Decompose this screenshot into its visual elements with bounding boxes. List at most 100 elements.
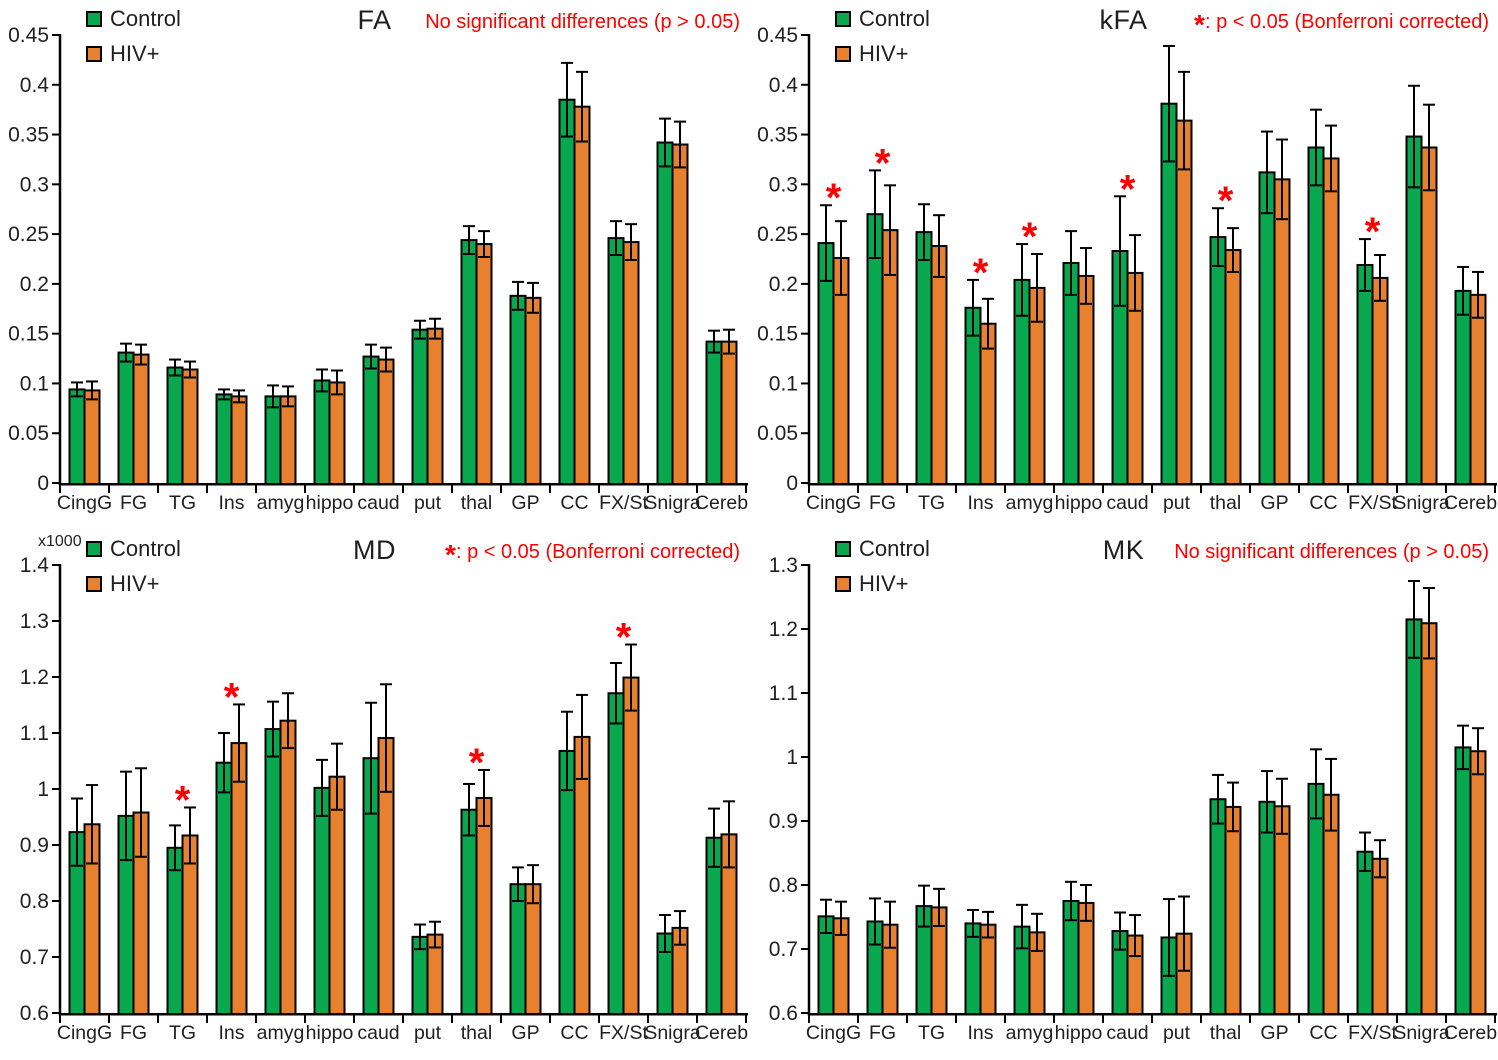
y-tick-label: 0.7 xyxy=(769,938,798,961)
bar-control-Ins xyxy=(215,393,233,486)
legend-label-hiv: HIV+ xyxy=(859,41,909,66)
legend-item-hiv: HIV+ xyxy=(835,43,930,65)
y-tick-label: 0.6 xyxy=(20,1002,49,1025)
significance-annotation: *: p < 0.05 (Bonferroni corrected) xyxy=(1194,9,1489,40)
bar-hiv-thal xyxy=(475,796,493,1015)
bar-hiv-TG xyxy=(181,368,199,485)
bar-hiv-TG xyxy=(930,245,948,485)
y-tick-label: 0 xyxy=(786,472,798,495)
bar-hiv-Cereb xyxy=(720,340,738,485)
y-tick-label: 1.1 xyxy=(20,722,49,745)
legend-label-control: Control xyxy=(110,6,181,31)
x-category-label: TG xyxy=(169,1022,196,1044)
bar-control-Snigra xyxy=(1405,618,1423,1016)
x-category-label: FG xyxy=(869,492,896,514)
significance-asterisk-FG: * xyxy=(875,141,891,185)
x-category-label: put xyxy=(1163,1022,1191,1044)
x-category-label: FX/St xyxy=(1348,1022,1397,1044)
x-category-label: thal xyxy=(461,1022,492,1044)
x-category-label: Cereb xyxy=(1444,492,1497,514)
x-category-label: GP xyxy=(1260,492,1288,514)
y-axis-multiplier: x1000 xyxy=(38,533,82,550)
legend-item-hiv: HIV+ xyxy=(86,573,181,595)
x-category-label: CingG xyxy=(806,1022,861,1044)
y-tick-label: 1.3 xyxy=(20,610,49,633)
bar-hiv-Snigra xyxy=(1420,146,1438,485)
bar-hiv-put xyxy=(426,327,444,486)
x-category-label: Snigra xyxy=(1393,492,1450,514)
bar-control-hippo xyxy=(1062,261,1080,485)
significance-asterisk-FX/St: * xyxy=(1365,210,1381,254)
bar-hiv-Cereb xyxy=(1469,750,1487,1016)
y-tick-label: 0.2 xyxy=(769,273,798,296)
x-category-label: caud xyxy=(357,1022,399,1044)
legend: Control HIV+ xyxy=(86,8,181,65)
bar-control-hippo xyxy=(313,786,331,1015)
x-category-label: put xyxy=(414,1022,442,1044)
control-color-swatch xyxy=(86,541,102,557)
significance-asterisk-Ins: * xyxy=(973,251,989,295)
bar-hiv-Cereb xyxy=(1469,293,1487,485)
x-category-label: FX/St xyxy=(599,492,648,514)
y-tick-label: 1.2 xyxy=(20,666,49,689)
y-tick-label: 0.25 xyxy=(757,223,798,246)
bar-control-caud xyxy=(362,355,380,486)
y-tick-label: 0.4 xyxy=(20,74,50,97)
x-category-label: put xyxy=(1163,492,1191,514)
x-category-label: amyg xyxy=(257,492,305,514)
bar-control-GP xyxy=(509,294,527,485)
x-category-label: GP xyxy=(1260,1022,1288,1044)
hiv-color-swatch xyxy=(835,576,851,592)
bar-hiv-amyg xyxy=(279,395,297,485)
legend-label-hiv: HIV+ xyxy=(110,41,160,66)
y-tick-label: 0.4 xyxy=(769,74,799,97)
bar-control-CC xyxy=(558,98,576,485)
bar-control-FX/St xyxy=(1356,263,1374,485)
legend-label-hiv: HIV+ xyxy=(859,571,909,596)
bar-control-thal xyxy=(460,239,478,485)
x-category-label: CingG xyxy=(57,1022,112,1044)
significance-asterisk-Ins: * xyxy=(224,675,240,719)
bar-control-thal xyxy=(460,808,478,1015)
y-tick-label: 0.15 xyxy=(8,323,49,346)
bar-control-CC xyxy=(1307,146,1325,485)
legend-label-control: Control xyxy=(859,6,930,31)
significance-asterisk-thal: * xyxy=(1218,179,1234,223)
legend-item-hiv: HIV+ xyxy=(86,43,181,65)
significance-asterisk-caud: * xyxy=(1120,167,1136,211)
bar-control-thal xyxy=(1209,236,1227,485)
y-tick-label: 1 xyxy=(786,746,798,769)
bar-hiv-GP xyxy=(1273,805,1291,1015)
panel-kfa: 0 0.05 0.1 0.15 0.2 0.25 0.3 0.35 0.4 0.45 CingG FG… xyxy=(749,0,1498,530)
y-tick-label: 0.05 xyxy=(8,422,49,445)
x-category-label: put xyxy=(414,492,442,514)
bar-hiv-FX/St xyxy=(622,676,640,1015)
y-tick-label: 1.2 xyxy=(769,618,798,641)
y-tick-label: 0.8 xyxy=(20,890,49,913)
bar-hiv-GP xyxy=(524,296,542,485)
significance-asterisk-FX/St: * xyxy=(616,616,632,660)
bar-hiv-hippo xyxy=(328,381,346,485)
annotation-text: : p < 0.05 (Bonferroni corrected) xyxy=(455,541,740,563)
bar-hiv-Snigra xyxy=(1420,622,1438,1016)
legend-label-control: Control xyxy=(859,536,930,561)
bar-hiv-thal xyxy=(475,243,493,485)
bar-hiv-CC xyxy=(573,105,591,486)
control-color-swatch xyxy=(835,11,851,27)
fa-bar-chart: 0 0.05 0.1 0.15 0.2 0.25 0.3 0.35 0.4 0.45 CingG FG… xyxy=(8,24,748,514)
x-category-label: Snigra xyxy=(644,1022,701,1044)
x-category-label: CC xyxy=(560,492,588,514)
x-category-label: GP xyxy=(511,492,539,514)
x-category-label: amyg xyxy=(1006,492,1054,514)
bar-control-FX/St xyxy=(1356,850,1374,1015)
annotation-text: : p < 0.05 (Bonferroni corrected) xyxy=(1204,11,1489,33)
x-category-label: FG xyxy=(120,492,147,514)
x-category-label: caud xyxy=(1106,492,1148,514)
x-category-label: CC xyxy=(560,1022,588,1044)
legend-item-control: Control xyxy=(86,538,181,560)
y-tick-label: 0.35 xyxy=(757,124,798,147)
y-tick-label: 1 xyxy=(37,778,49,801)
significance-asterisk-amyg: * xyxy=(1022,215,1038,259)
x-category-label: caud xyxy=(357,492,399,514)
